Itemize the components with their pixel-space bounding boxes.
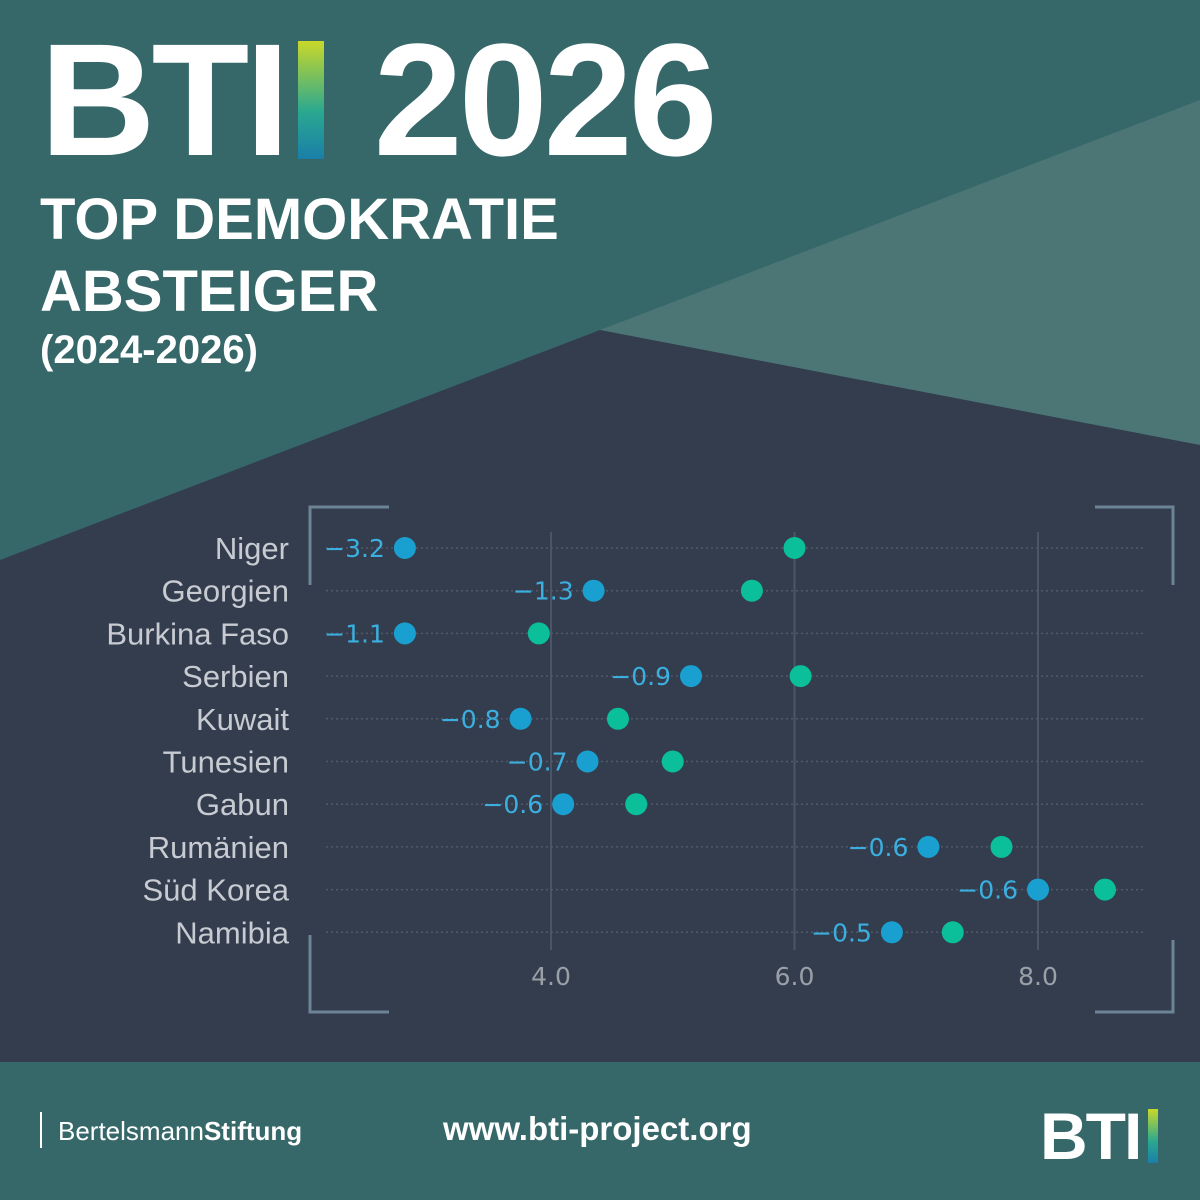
dot-2024 [606,707,629,730]
x-tick-label: 8.0 [1018,962,1058,991]
title-line-1: TOP DEMOKRATIE [40,187,559,252]
dot-2024 [789,665,812,688]
country-label: Namibia [175,915,289,950]
brand-regular: Bertelsmann [58,1116,204,1146]
dot-2026 [680,665,703,688]
dot-2026 [509,707,532,730]
chart-frame [308,505,1175,1014]
change-label: −0.7 [507,748,568,777]
country-label: Rumänien [148,830,289,865]
change-label: −0.6 [957,876,1018,905]
logo-text: BTI [40,10,290,189]
dot-2024 [740,579,763,602]
country-label: Burkina Faso [106,616,289,651]
dot-2024 [661,750,684,773]
bertelsmann-stiftung-logo: BertelsmannStiftung [40,1112,302,1148]
change-label: −3.2 [324,534,385,563]
brand-bold: Stiftung [203,1116,303,1146]
dot-2024 [941,921,964,944]
change-label: −1.3 [513,577,574,606]
dot-2024 [625,793,648,816]
logo-gradient-bar [297,41,324,159]
dot-2026 [393,622,416,645]
dot-2024 [527,622,550,645]
footer-band [0,1062,1200,1200]
dot-2026 [576,750,599,773]
dot-2026 [917,835,940,858]
bti-footer-logo: BTI [1040,1098,1159,1174]
dot-2026 [552,793,575,816]
dot-2024 [990,835,1013,858]
dot-2024 [783,537,806,559]
bti-logo: BTI 2026 [40,10,718,189]
country-label: Serbien [182,659,289,694]
change-label: −0.6 [482,790,543,819]
website-link[interactable]: www.bti-project.org [443,1110,752,1147]
country-label: Niger [215,531,289,566]
x-tick-label: 6.0 [775,962,815,991]
country-label: Süd Korea [143,873,290,908]
title-line-2: ABSTEIGER [40,259,379,324]
country-label: Kuwait [196,702,289,737]
period: (2024-2026) [40,328,258,372]
country-label: Tunesien [163,745,289,780]
dot-2026 [582,579,605,602]
change-label: −1.1 [324,619,385,648]
dot-2026 [1027,878,1049,901]
year: 2026 [373,10,718,189]
change-label: −0.9 [610,662,671,691]
dot-2026 [393,537,416,559]
x-tick-label: 4.0 [531,962,571,991]
footer-logo-text: BTI [1040,1099,1142,1173]
chart-panel [0,330,1200,1062]
footer-logo-bar [1148,1109,1159,1163]
country-label: Georgien [161,574,289,609]
country-label: Gabun [196,787,289,822]
change-label: −0.8 [440,705,501,734]
dot-2026 [880,921,903,944]
change-label: −0.5 [811,918,872,947]
change-label: −0.6 [848,833,909,862]
dot-2024 [1093,878,1116,901]
